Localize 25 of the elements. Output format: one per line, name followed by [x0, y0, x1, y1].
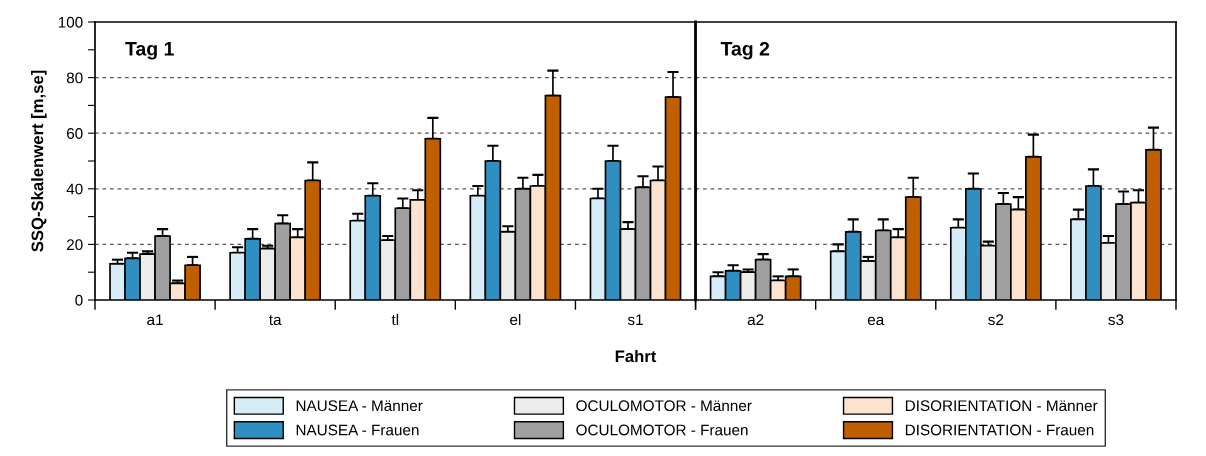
legend-label: DISORIENTATION - Frauen	[905, 424, 1094, 436]
y-tick-label: 40	[66, 183, 83, 195]
y-tick-label: 80	[66, 72, 83, 84]
x-tick-label: a1	[147, 314, 163, 326]
legend-label: DISORIENTATION - Männer	[905, 400, 1098, 412]
y-tick-label: 20	[66, 239, 83, 251]
x-tick-label: a2	[747, 314, 764, 326]
legend-label: NAUSEA - Frauen	[296, 424, 419, 436]
y-axis-title: SSQ-Skalenwert [m,se]	[31, 70, 47, 252]
x-tick-label: ea	[867, 316, 885, 326]
legend-label: NAUSEA - Männer	[296, 400, 423, 412]
x-tick-label: s1	[627, 314, 643, 326]
x-tick-label: s2	[988, 314, 1004, 326]
x-tick-label: tl	[391, 313, 399, 326]
y-tick-label: 60	[66, 128, 83, 139]
x-tick-label: el	[510, 313, 521, 326]
x-tick-label: ta	[269, 315, 282, 326]
x-axis-title: Fahrt	[615, 349, 657, 363]
y-tick-label: 100	[58, 16, 83, 28]
x-tick-label: s3	[1108, 314, 1124, 326]
y-tick-label: 0	[75, 294, 83, 306]
annotation: Tag 2	[720, 41, 770, 60]
legend-label: OCULOMOTOR - Männer	[576, 400, 752, 412]
legend-label: OCULOMOTOR - Frauen	[576, 424, 748, 436]
annotation: Tag 1	[125, 42, 174, 60]
